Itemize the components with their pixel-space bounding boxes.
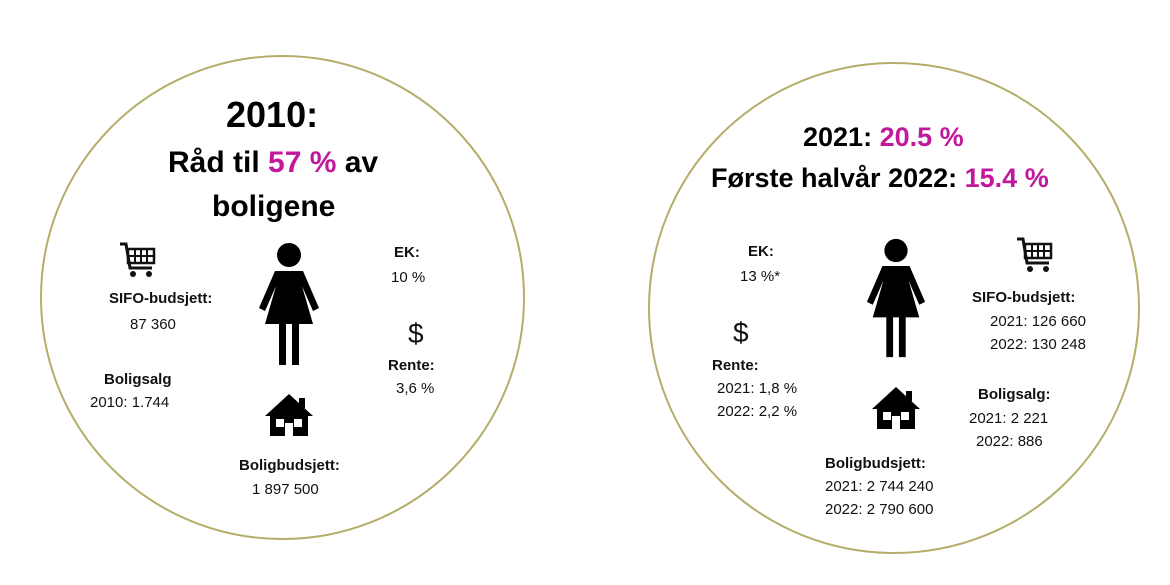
shopping-cart-icon: [1015, 235, 1055, 275]
right-circle: [648, 62, 1140, 554]
right-title2-pct: 15.4 %: [964, 163, 1049, 193]
left-subtitle-post: av: [336, 146, 379, 179]
left-subtitle-line2: boligene: [212, 190, 336, 223]
left-subtitle-pre: Råd til: [168, 146, 269, 179]
woman-icon: [257, 242, 321, 367]
left-circle: [40, 55, 525, 540]
left-subtitle-line1: Råd til 57 % av: [168, 146, 378, 180]
woman-icon: [865, 236, 927, 361]
right-title1-pct: 20.5 %: [879, 122, 964, 152]
right-rente-2022: 2022: 2,2 %: [717, 403, 798, 420]
right-boligbudsjett-2021: 2021: 2 744 240: [825, 478, 934, 495]
left-ek-value: 10 %: [391, 269, 426, 286]
right-boligsalg-2021: 2021: 2 221: [969, 410, 1049, 427]
right-ek-label: EK:: [748, 243, 774, 260]
left-boligsalg-value: 2010: 1.744: [90, 394, 170, 411]
left-boligsalg-label: Boligsalg: [104, 371, 172, 388]
right-title-line1: 2021: 20.5 %: [803, 122, 964, 153]
right-sifo-2021: 2021: 126 660: [990, 313, 1086, 330]
shopping-cart-icon: [118, 240, 158, 280]
dollar-icon: $: [408, 318, 424, 349]
house-icon: [263, 392, 315, 438]
right-title1-pre: 2021:: [803, 122, 880, 152]
right-boligsalg-2022: 2022: 886: [976, 433, 1043, 450]
house-icon: [870, 385, 922, 431]
right-ek-value: 13 %*: [740, 268, 781, 285]
left-rente-label: Rente:: [388, 357, 435, 374]
right-title2-pre: Første halvår 2022:: [711, 163, 965, 193]
left-subtitle-pct: 57 %: [268, 146, 337, 179]
left-ek-label: EK:: [394, 244, 420, 261]
left-year-title: 2010:: [226, 94, 319, 135]
left-boligbudsjett-value: 1 897 500: [252, 481, 319, 498]
dollar-icon: $: [733, 317, 749, 348]
right-boligbudsjett-label: Boligbudsjett:: [825, 455, 926, 472]
left-sifo-value: 87 360: [130, 316, 176, 333]
right-rente-2021: 2021: 1,8 %: [717, 380, 798, 397]
right-sifo-label: SIFO-budsjett:: [972, 289, 1076, 306]
right-title-line2: Første halvår 2022: 15.4 %: [711, 163, 1049, 194]
right-sifo-2022: 2022: 130 248: [990, 336, 1086, 353]
right-rente-label: Rente:: [712, 357, 759, 374]
left-sifo-label: SIFO-budsjett:: [109, 290, 213, 307]
right-boligsalg-label: Boligsalg:: [978, 386, 1051, 403]
right-boligbudsjett-2022: 2022: 2 790 600: [825, 501, 934, 518]
left-boligbudsjett-label: Boligbudsjett:: [239, 457, 340, 474]
left-rente-value: 3,6 %: [396, 380, 435, 397]
